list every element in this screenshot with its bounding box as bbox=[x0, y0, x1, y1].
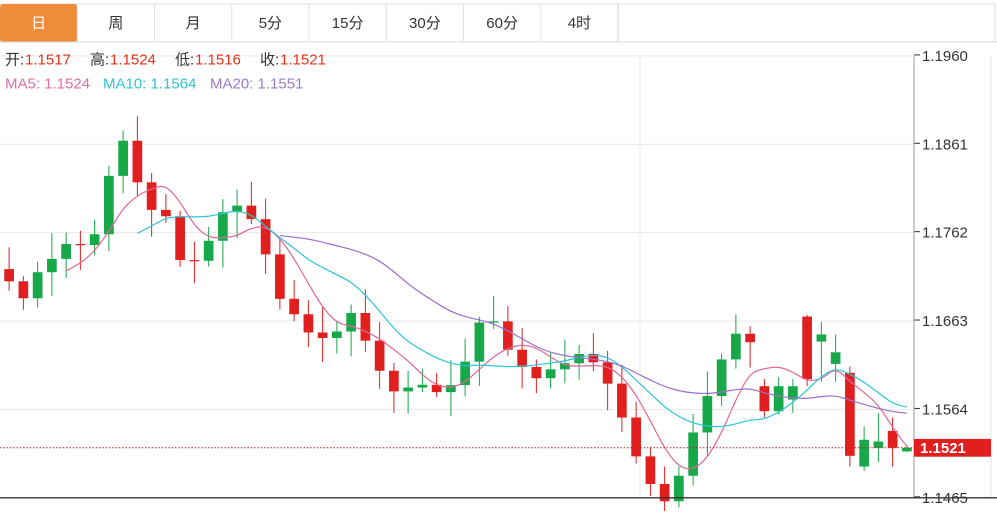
svg-text:1.1762: 1.1762 bbox=[922, 225, 968, 242]
svg-text:月: 月 bbox=[186, 15, 201, 32]
svg-text:日: 日 bbox=[31, 15, 46, 32]
svg-text:5分: 5分 bbox=[259, 15, 282, 32]
svg-text:30分: 30分 bbox=[409, 15, 441, 32]
svg-text:1.1861: 1.1861 bbox=[922, 136, 968, 153]
svg-text:1.1663: 1.1663 bbox=[922, 313, 968, 330]
svg-text:15分: 15分 bbox=[332, 15, 364, 32]
svg-text:60分: 60分 bbox=[486, 15, 518, 32]
svg-text:1.1564: 1.1564 bbox=[922, 401, 968, 418]
svg-text:1.1960: 1.1960 bbox=[922, 48, 968, 65]
svg-text:周: 周 bbox=[108, 15, 123, 32]
svg-text:4时: 4时 bbox=[568, 15, 591, 32]
svg-text:1.1521: 1.1521 bbox=[920, 440, 966, 457]
